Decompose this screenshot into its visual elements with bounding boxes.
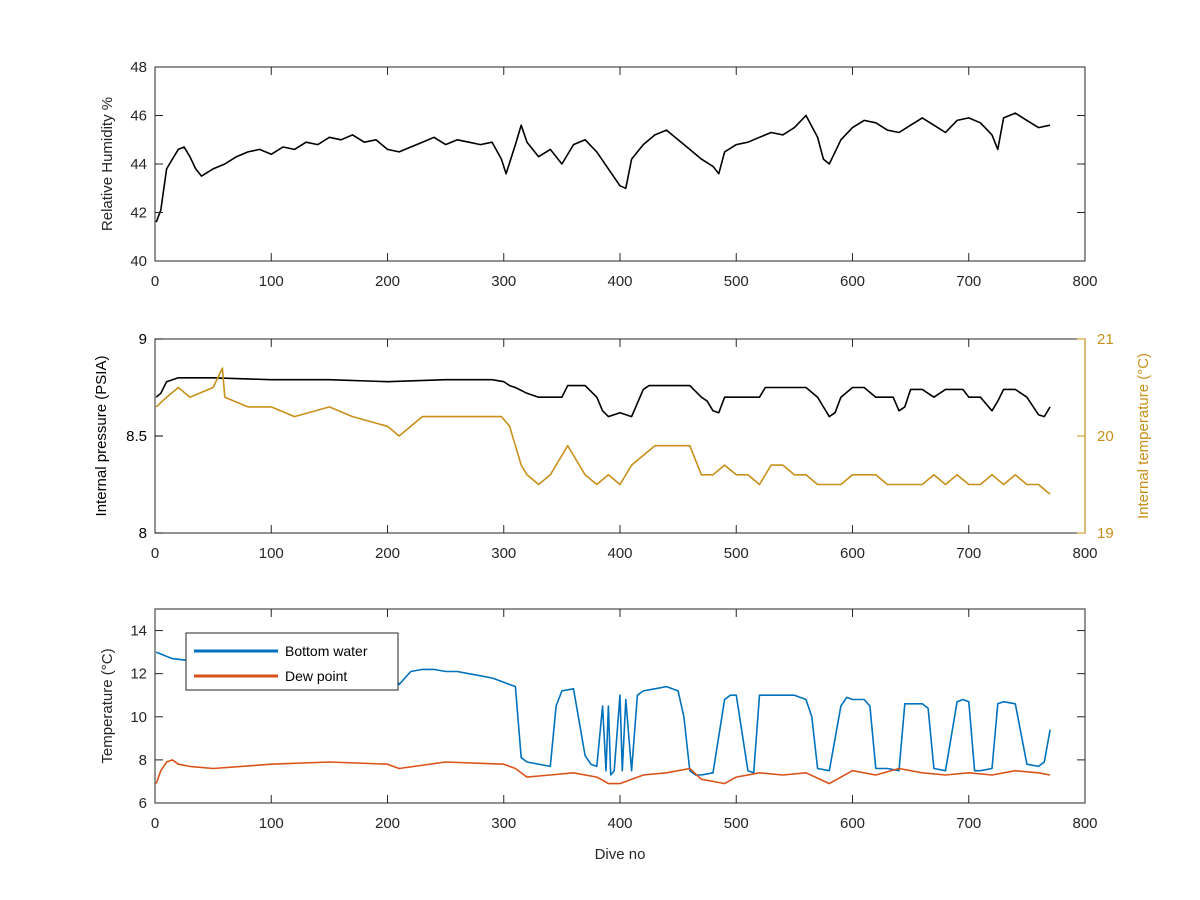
panel-humidity-xtick-label-5: 500	[724, 273, 749, 290]
panel-temperature-xtick-label-8: 800	[1072, 815, 1097, 832]
panel-pressure: 0 100 200 300 400 500 600 700 800 8 8.5 9 19 20 21 Int…	[93, 331, 1152, 562]
panel-temperature: 0 100 200 300 400 500 600 700 800 6 8 10 12 14 Temper…	[99, 608, 1098, 863]
panel-humidity-xtick-label-8: 800	[1072, 273, 1097, 290]
panel-humidity-xtick-label-1: 100	[259, 273, 284, 290]
panel-pressure-xtick-label-5: 500	[724, 545, 749, 562]
panel-pressure-ytick-label-2: 9	[139, 331, 147, 348]
legend: Bottom water Dew point	[185, 632, 399, 691]
panel-pressure-xtick-label-3: 300	[491, 545, 516, 562]
panel-pressure-xtick-label-2: 200	[375, 545, 400, 562]
panel-humidity-series	[155, 112, 1051, 223]
panel-pressure-ytick-label-1: 8.5	[126, 428, 147, 445]
panel-humidity-xtick-label-6: 600	[840, 273, 865, 290]
panel-pressure-xtick-label-1: 100	[259, 545, 284, 562]
panel-pressure-series	[155, 367, 1051, 495]
panel-temperature-xtick-label-1: 100	[259, 815, 284, 832]
panel-humidity-xtick-label-2: 200	[375, 273, 400, 290]
panel-temperature-ytick-label-0: 6	[139, 795, 147, 812]
panel-temperature-ytick-label-3: 12	[130, 666, 147, 683]
panel-humidity: 0 100 200 300 400 500 600 700 800 40 42 44 46 48 Rela…	[99, 59, 1098, 290]
legend-label-bottom-water: Bottom water	[285, 643, 368, 659]
panel-temperature-xtick-label-0: 0	[151, 815, 159, 832]
panel-humidity-xtick-label-3: 300	[491, 273, 516, 290]
panel-pressure-xtick-label-4: 400	[607, 545, 632, 562]
panel-temperature-series-line-1	[155, 759, 1051, 785]
panel-temperature-xtick-label-5: 500	[724, 815, 749, 832]
panel-pressure-ytick-right-label-1: 20	[1097, 428, 1114, 445]
panel-humidity-ticks: 0 100 200 300 400 500 600 700 800 40 42 44 46 48	[130, 59, 1097, 290]
panel-pressure-xtick-label-0: 0	[151, 545, 159, 562]
panel-humidity-ytick-label-1: 42	[130, 205, 147, 222]
panel-humidity-series-line-0	[155, 112, 1051, 223]
panel-humidity-ylabel: Relative Humidity %	[99, 97, 116, 231]
panel-pressure-ytick-right-label-0: 19	[1097, 525, 1114, 542]
panel-temperature-xtick-label-2: 200	[375, 815, 400, 832]
panel-temperature-ytick-label-2: 10	[130, 709, 147, 726]
panel-pressure-xtick-label-7: 700	[956, 545, 981, 562]
panel-humidity-ytick-label-3: 46	[130, 108, 147, 125]
panel-humidity-ytick-label-0: 40	[130, 253, 147, 270]
panel-temperature-series-line-0	[155, 651, 1051, 776]
panel-pressure-xtick-label-8: 800	[1072, 545, 1097, 562]
panel-temperature-xlabel: Dive no	[595, 846, 646, 863]
panel-temperature-xtick-label-7: 700	[956, 815, 981, 832]
panel-pressure-xtick-label-6: 600	[840, 545, 865, 562]
panel-temperature-xtick-label-3: 300	[491, 815, 516, 832]
panel-pressure-ticks: 0 100 200 300 400 500 600 700 800 8 8.5 9 19 20 21	[126, 331, 1114, 562]
panel-humidity-xtick-label-0: 0	[151, 273, 159, 290]
panel-temperature-xtick-label-4: 400	[607, 815, 632, 832]
legend-box	[185, 632, 399, 691]
panel-pressure-ylabel: Internal pressure (PSIA)	[93, 356, 110, 517]
panel-temperature-ytick-label-4: 14	[130, 623, 147, 640]
panel-humidity-xtick-label-7: 700	[956, 273, 981, 290]
panel-temperature-ytick-label-1: 8	[139, 752, 147, 769]
panel-pressure-ytick-label-0: 8	[139, 525, 147, 542]
panel-temperature-xtick-label-6: 600	[840, 815, 865, 832]
panel-humidity-ytick-label-2: 44	[130, 156, 147, 173]
panel-humidity-ytick-label-4: 48	[130, 59, 147, 76]
panel-pressure-ylabel-right: Internal temperature (°C)	[1135, 353, 1152, 519]
legend-label-dew-point: Dew point	[285, 668, 347, 684]
panel-temperature-series	[155, 651, 1051, 785]
panel-temperature-ylabel: Temperature (°C)	[99, 648, 116, 763]
panel-humidity-xtick-label-4: 400	[607, 273, 632, 290]
panel-pressure-series-line-1	[155, 367, 1051, 495]
panel-pressure-ytick-right-label-2: 21	[1097, 331, 1114, 348]
panel-pressure-series-line-0	[155, 376, 1051, 418]
panel-temperature-ticks: 0 100 200 300 400 500 600 700 800 6 8 10 12 14	[130, 609, 1098, 832]
